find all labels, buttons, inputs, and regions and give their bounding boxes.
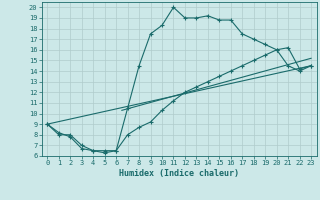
- X-axis label: Humidex (Indice chaleur): Humidex (Indice chaleur): [119, 169, 239, 178]
